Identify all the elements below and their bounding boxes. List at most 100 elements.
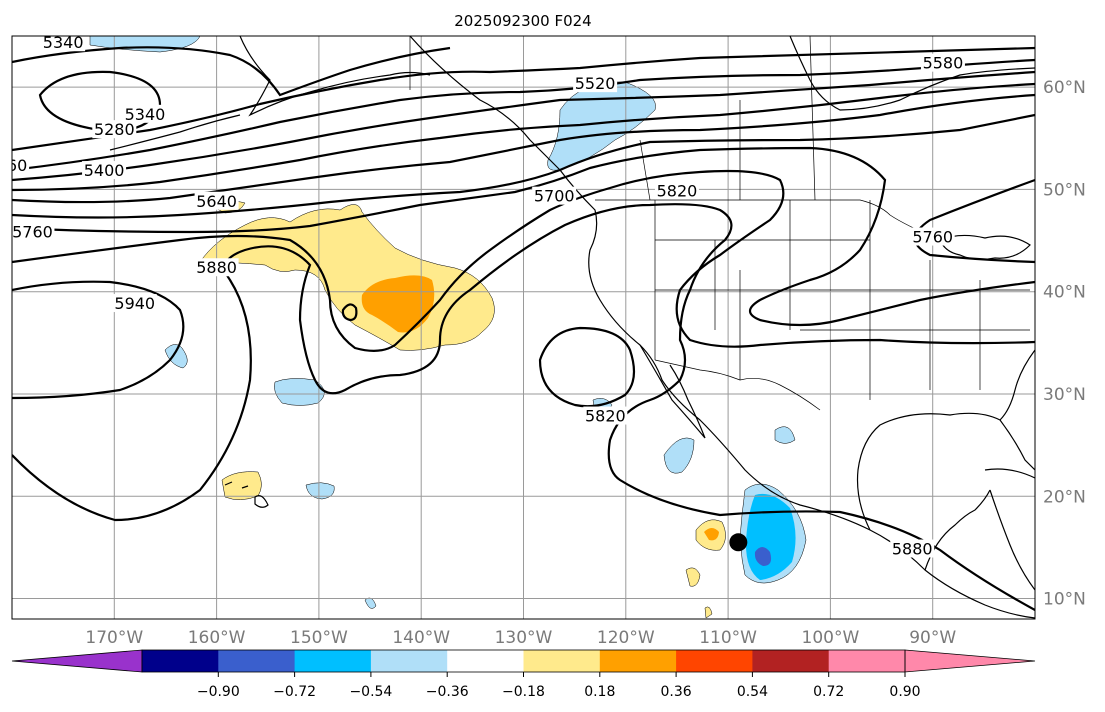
colorbar-segment: [676, 650, 753, 672]
latitude-tick-label: 40°N: [1043, 283, 1086, 303]
colorbar-tick-label: 0.90: [889, 684, 920, 700]
contour-label-bg: [583, 406, 628, 425]
latitude-tick-label: 60°N: [1043, 78, 1086, 98]
shade-orange-epac: [704, 528, 719, 541]
coast-east: [999, 349, 1035, 421]
contour-label: 5580: [923, 54, 964, 73]
latitude-labels: 60°N 50°N 40°N 30°N 20°N 10°N: [1043, 78, 1086, 609]
shade-blue-f: [663, 437, 695, 474]
colorbar: −0.90 −0.72 −0.54 −0.36 −0.18 0.18 0.36 0.54 0.7…: [11, 649, 1036, 700]
contour-5460: [12, 58, 1035, 172]
colorbar-tick-label: 0.18: [584, 684, 615, 700]
contour-label-bg: [573, 74, 618, 93]
latitude-tick-label: 30°N: [1043, 385, 1086, 405]
shade-orange-central: [361, 275, 435, 333]
colorbar-tick-label: −0.18: [502, 684, 545, 700]
shade-yellow-hawaii: [221, 471, 262, 500]
colorbar-tick-label: −0.36: [426, 684, 469, 700]
contour-5520: [12, 70, 1035, 182]
coast-aleutians: [109, 114, 241, 151]
shade-yellow-epac2: [685, 567, 701, 587]
latitude-tick-label: 10°N: [1043, 590, 1086, 610]
shade-blue-b: [274, 378, 325, 406]
contour-5880: [12, 203, 1035, 611]
colorbar-tick-label: 0.36: [661, 684, 692, 700]
coast-central-am: [989, 489, 1035, 591]
contour-label-bg: [194, 258, 239, 277]
longitude-labels: 170°W 160°W 150°W 140°W 130°W 120°W 110°W 100°W…: [85, 628, 956, 648]
colorbar-extend-high: [904, 649, 1036, 673]
contour-label-bg: [194, 191, 239, 210]
colorbar-tick-label: −0.54: [349, 684, 392, 700]
contour-label-bg: [920, 53, 965, 72]
longitude-tick-label: 140°W: [392, 628, 450, 648]
colorbar-segment: [370, 650, 448, 672]
colorbar-tick-label: 0.54: [737, 684, 768, 700]
colorbar-tick-label: −0.90: [197, 684, 240, 700]
contour-label-bg: [12, 155, 30, 174]
contour-label: 5880: [892, 540, 933, 559]
contour-label-bg: [82, 161, 127, 180]
contour-label: 5520: [575, 74, 616, 93]
contour-label: 5880: [196, 258, 237, 277]
political-borders: [409, 36, 1030, 411]
latitude-tick-label: 50°N: [1043, 180, 1086, 200]
colorbar-tick-label: 0.72: [813, 684, 844, 700]
colorbar-segment: [294, 650, 372, 672]
shade-blue-g: [774, 426, 796, 444]
colorbar-tick-label: −0.72: [273, 684, 316, 700]
contour-5580: [12, 82, 1035, 192]
contour-label: 5280: [94, 120, 135, 139]
colorbar-segment: [142, 650, 219, 672]
contour-label: 5340: [125, 105, 166, 124]
contour-5820: [12, 169, 1035, 352]
longitude-tick-label: 150°W: [290, 628, 348, 648]
longitude-tick-label: 90°W: [909, 628, 956, 648]
coast-gulf: [856, 412, 1035, 531]
coast-alaska: [239, 36, 431, 117]
contour-label-bg: [532, 186, 577, 205]
longitude-tick-label: 110°W: [699, 628, 757, 648]
latitude-tick-label: 20°N: [1043, 487, 1086, 507]
contour-5340: [12, 46, 451, 97]
contour-small-loop: [341, 303, 358, 322]
colorbar-segment: [752, 650, 830, 672]
contour-label: 5760: [912, 228, 953, 247]
colorbar-segment: [828, 650, 906, 672]
contour-label: 5700: [534, 187, 575, 206]
coast-hawaii: [224, 481, 269, 508]
colorbar-segment: [218, 650, 296, 672]
contour-label: 5760: [12, 222, 53, 241]
coast-baja: [639, 344, 706, 439]
border-canada-prov: [639, 36, 816, 201]
border-states-1: [654, 200, 1030, 400]
contour-label: 5340: [43, 33, 84, 52]
contour-label: 60: [7, 156, 27, 175]
coast-great-lakes: [939, 234, 1031, 261]
contour-label: 5640: [196, 192, 237, 211]
coast-yucatan: [924, 489, 991, 571]
contour-label-bg: [910, 227, 955, 246]
contour-label-bg: [654, 181, 699, 200]
height-contours: [12, 46, 1035, 611]
contour-label-bg: [41, 36, 86, 52]
colorbar-segment: [523, 650, 601, 672]
map-title: 2025092300 F024: [454, 12, 591, 30]
contour-label: 5820: [585, 407, 626, 426]
colorbar-segment: [599, 650, 677, 672]
longitude-tick-label: 170°W: [85, 628, 143, 648]
border-us-mexico: [654, 359, 821, 411]
longitude-tick-label: 130°W: [495, 628, 553, 648]
shade-blue-c: [305, 482, 335, 500]
contour-5400: [12, 46, 1035, 152]
contour-label-bg: [890, 539, 935, 558]
shade-royal-epac: [754, 547, 772, 566]
contour-5940: [12, 280, 185, 400]
contour-5640: [12, 93, 1035, 204]
storm-location-marker: [729, 533, 748, 552]
contour-label: 5940: [114, 294, 155, 313]
contour-5820-low: [538, 326, 636, 408]
contour-label-bg: [112, 294, 157, 313]
shade-yellow-epac3: [704, 606, 713, 619]
